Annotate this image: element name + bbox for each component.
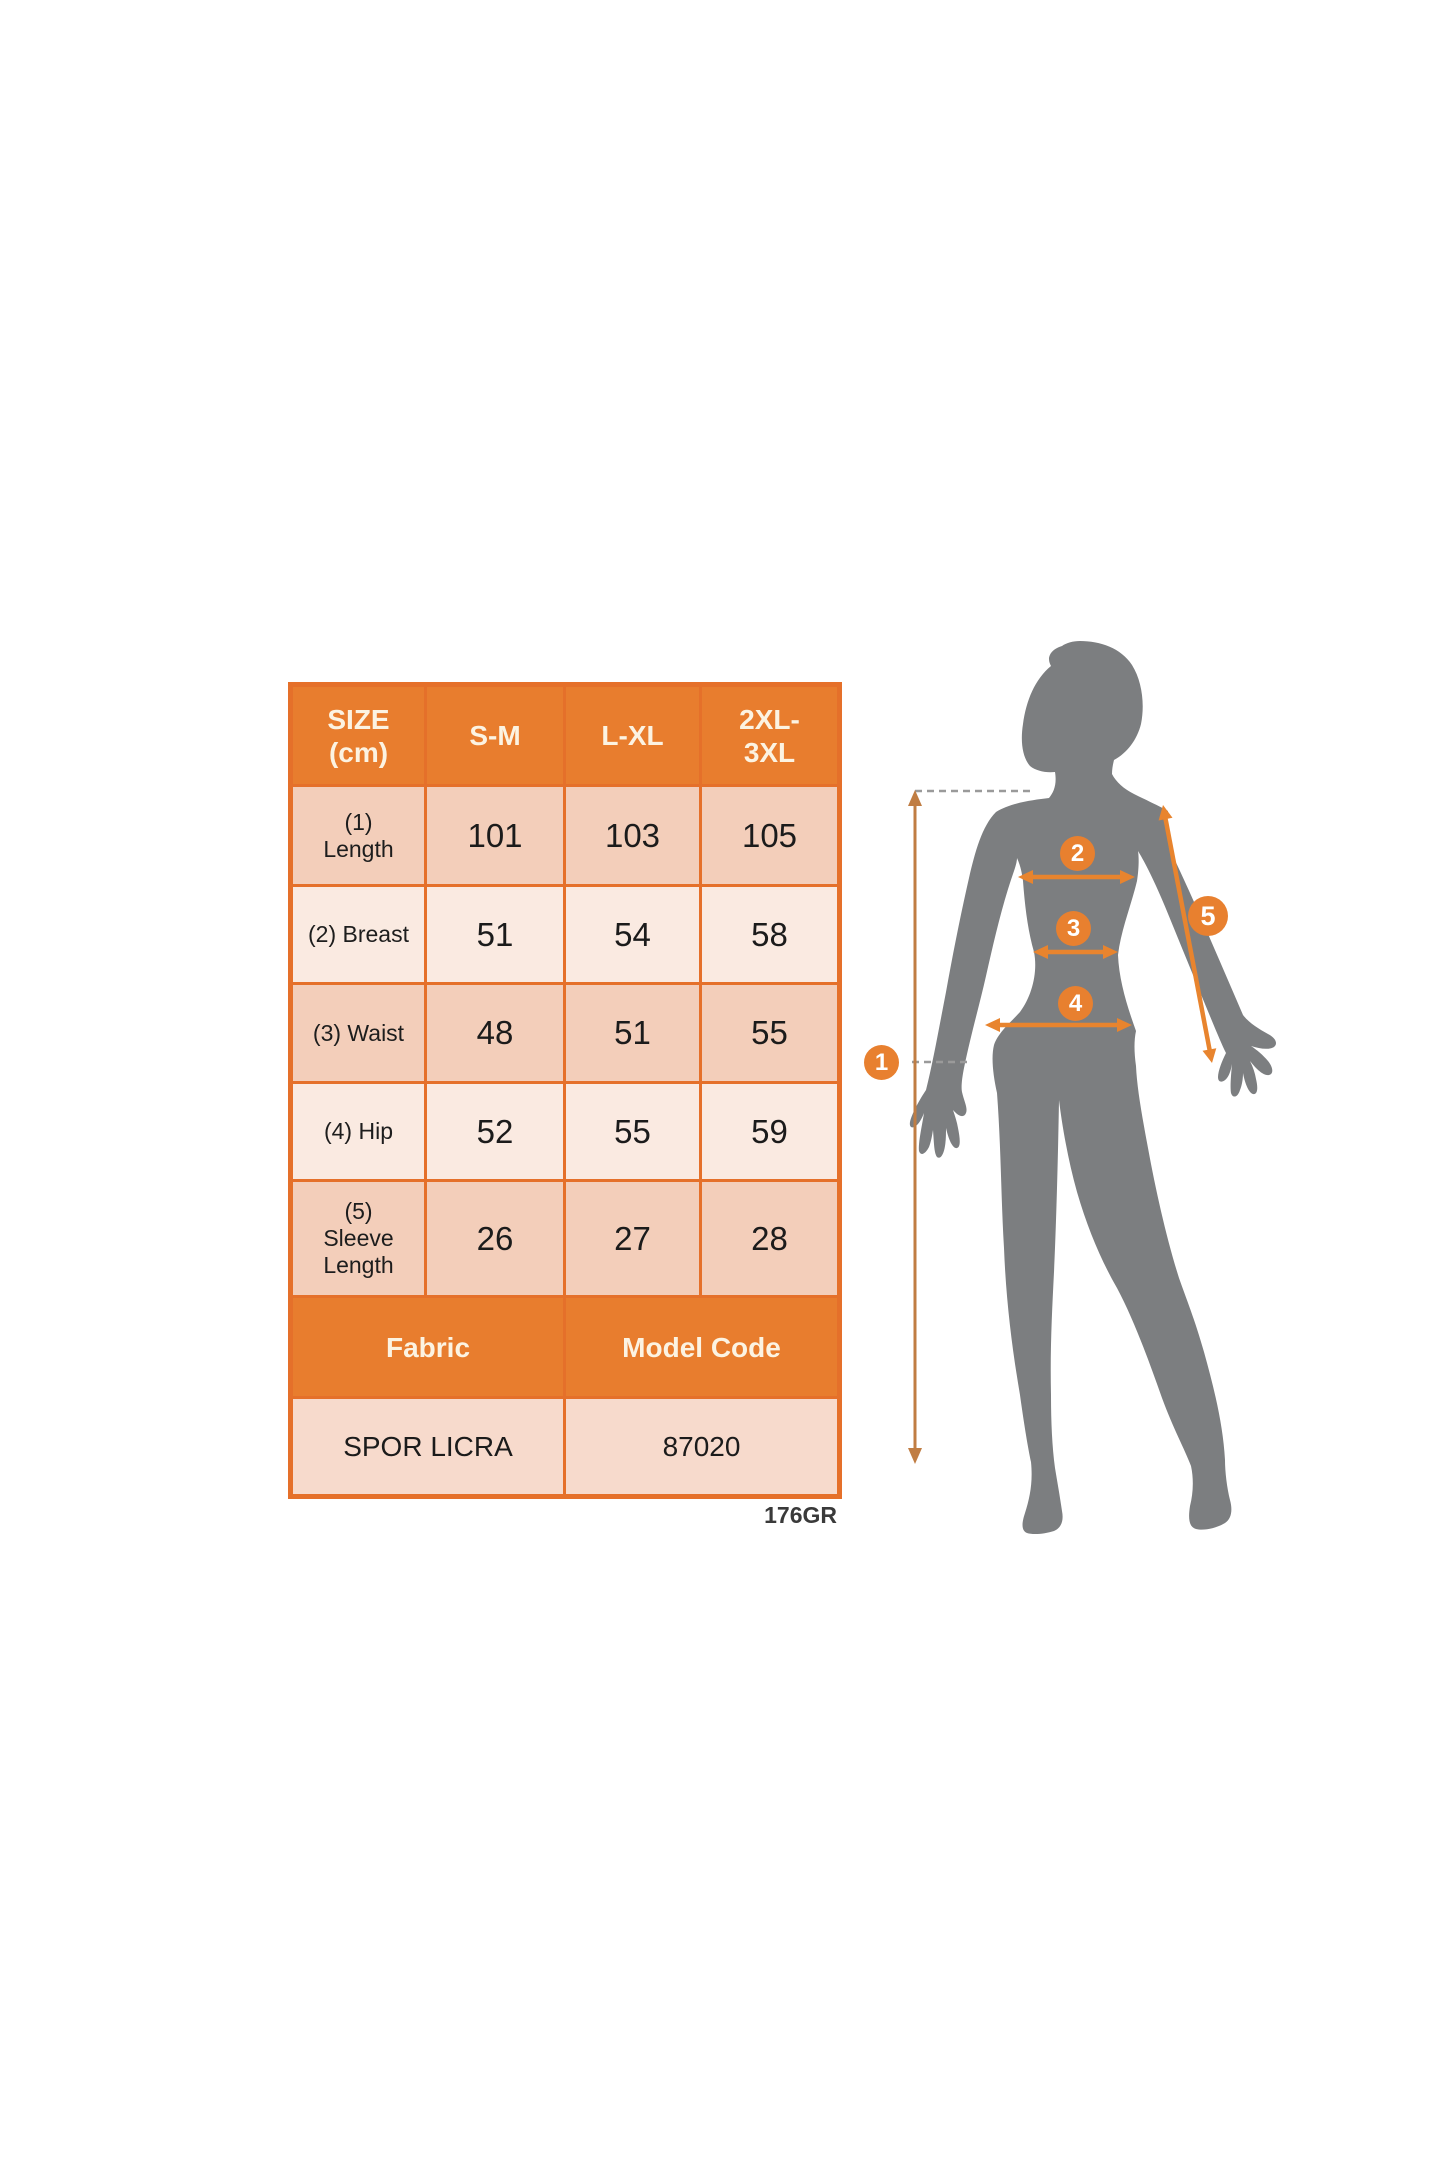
header-cell-size: SIZE (cm) (289, 683, 427, 787)
header-cell-2xl3xl: 2XL- 3XL (699, 683, 841, 787)
hip-arrow (985, 1018, 1132, 1032)
header-cell-sm: S-M (424, 683, 566, 787)
waist-arrow (1033, 945, 1118, 959)
size-value-cell: 52 (424, 1081, 566, 1182)
measure-badge-2: 2 (1060, 836, 1095, 871)
table-row-hip: (4) Hip 52 55 59 (289, 1081, 841, 1182)
length-arrow (908, 790, 922, 1464)
measure-badge-4: 4 (1058, 986, 1093, 1021)
table-header-row: SIZE (cm) S-M L-XL 2XL- 3XL (289, 683, 841, 787)
fabric-header-cell: Fabric (289, 1295, 566, 1399)
dashed-reference-lines (912, 789, 1033, 1064)
size-value-cell: 105 (699, 784, 841, 887)
table-row-breast: (2) Breast 51 54 58 (289, 884, 841, 985)
row-label-sleeve: (5) Sleeve Length (289, 1179, 427, 1298)
row-label-hip: (4) Hip (289, 1081, 427, 1182)
table-row-length: (1) Length 101 103 105 (289, 784, 841, 887)
size-value-cell: 103 (563, 784, 702, 887)
woman-silhouette (909, 641, 1276, 1535)
row-label-length: (1) Length (289, 784, 427, 887)
size-value-cell: 28 (699, 1179, 841, 1298)
model-code-value-cell: 87020 (563, 1396, 841, 1498)
sleeve-arrow (1158, 805, 1217, 1063)
size-value-cell: 27 (563, 1179, 702, 1298)
fabric-value-cell: SPOR LICRA (289, 1396, 566, 1498)
size-chart-table: SIZE (cm) S-M L-XL 2XL- 3XL (1) Length 1… (288, 682, 842, 1499)
size-value-cell: 55 (563, 1081, 702, 1182)
weight-note: 176GR (764, 1502, 837, 1528)
size-value-cell: 48 (424, 982, 566, 1084)
table-row-sleeve: (5) Sleeve Length 26 27 28 (289, 1179, 841, 1298)
row-label-waist: (3) Waist (289, 982, 427, 1084)
measure-badge-1: 1 (864, 1045, 899, 1080)
measure-badge-5: 5 (1188, 896, 1228, 936)
model-code-header-cell: Model Code (563, 1295, 841, 1399)
row-label-breast: (2) Breast (289, 884, 427, 985)
header-cell-lxl: L-XL (563, 683, 702, 787)
table-footer-value-row: SPOR LICRA 87020 (289, 1396, 841, 1498)
size-value-cell: 54 (563, 884, 702, 985)
breast-arrow (1018, 870, 1135, 884)
body-measurement-diagram (908, 641, 1276, 1535)
size-value-cell: 26 (424, 1179, 566, 1298)
size-value-cell: 58 (699, 884, 841, 985)
size-value-cell: 59 (699, 1081, 841, 1182)
size-value-cell: 101 (424, 784, 566, 887)
size-value-cell: 51 (424, 884, 566, 985)
table-footer-header-row: Fabric Model Code (289, 1295, 841, 1399)
measure-badge-3: 3 (1056, 911, 1091, 946)
table-row-waist: (3) Waist 48 51 55 (289, 982, 841, 1084)
size-value-cell: 51 (563, 982, 702, 1084)
size-value-cell: 55 (699, 982, 841, 1084)
